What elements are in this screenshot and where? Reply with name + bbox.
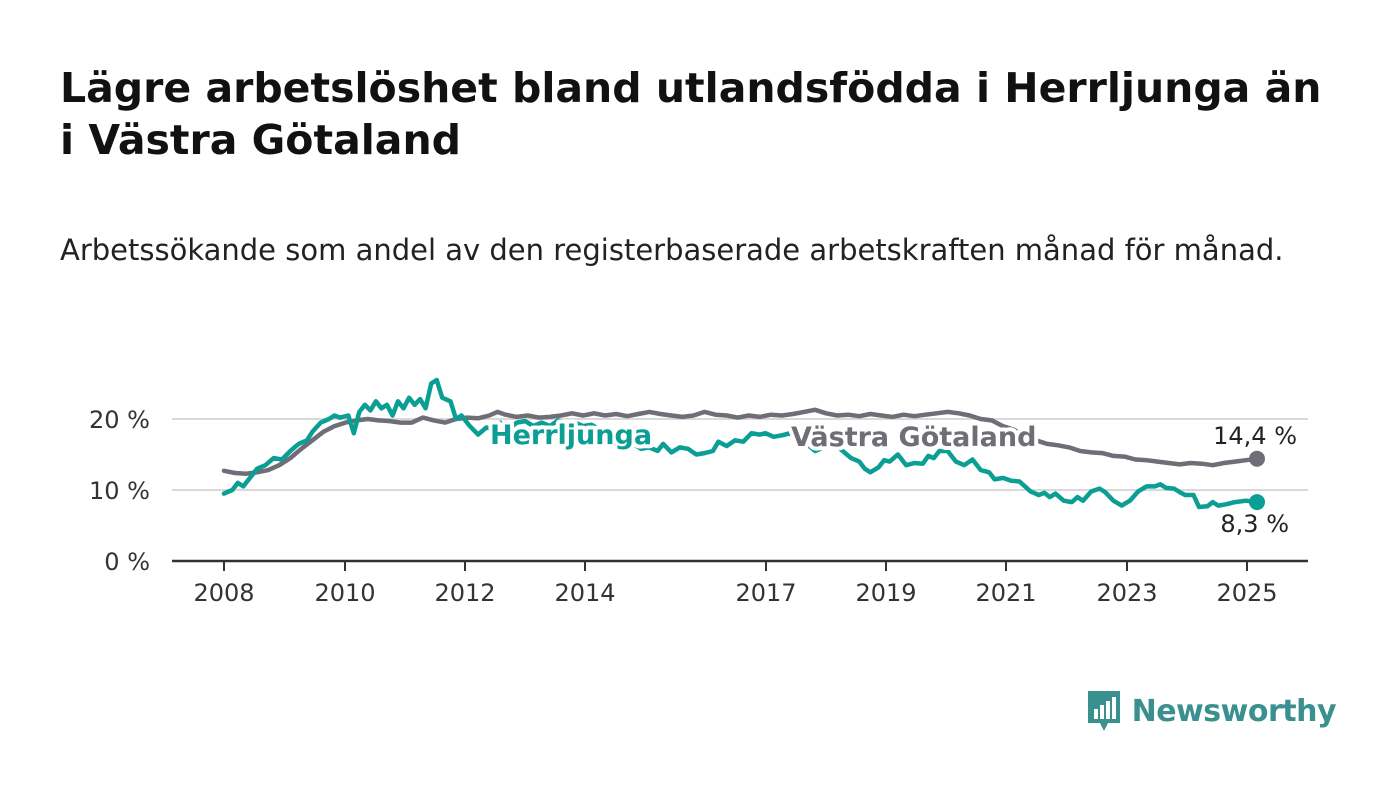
end-label-herrljunga: 8,3 % bbox=[1220, 510, 1289, 538]
series-label-herrljunga-halo: Herrljunga bbox=[490, 420, 652, 451]
x-tick-label: 2025 bbox=[1216, 579, 1277, 607]
series-end-point bbox=[1249, 494, 1265, 511]
x-tick-label: 2021 bbox=[975, 579, 1036, 607]
x-tick-label: 2014 bbox=[554, 579, 615, 607]
chart-title: Lägre arbetslöshet bland utlandsfödda i … bbox=[60, 64, 1322, 164]
newsworthy-logo[interactable]: Newsworthy bbox=[1086, 686, 1337, 736]
y-tick-label: 10 % bbox=[89, 477, 150, 505]
series-line-herrljunga bbox=[221, 377, 1260, 510]
series-label-herrljunga: Herrljunga bbox=[490, 420, 652, 451]
x-tick-label: 2023 bbox=[1096, 579, 1157, 607]
newsworthy-bar-icon bbox=[1087, 691, 1120, 731]
series-label-vastra-gotaland-halo: Västra Götaland bbox=[791, 422, 1036, 453]
x-tick-label: 2012 bbox=[434, 579, 495, 607]
x-tick-label: 2017 bbox=[735, 579, 796, 607]
x-tick-label: 2008 bbox=[193, 579, 254, 607]
chart-subtitle: Arbetssökande som andel av den registerb… bbox=[60, 233, 1284, 267]
series-label-vastra-gotaland: Västra Götaland bbox=[791, 422, 1036, 453]
end-label-vastra-gotaland: 14,4 % bbox=[1213, 422, 1297, 450]
y-tick-label: 0 % bbox=[104, 548, 150, 576]
series-line-vastra-gotaland bbox=[221, 407, 1260, 476]
y-tick-label: 20 % bbox=[89, 406, 150, 434]
series-end-point bbox=[1249, 450, 1265, 467]
x-tick-label: 2019 bbox=[855, 579, 916, 607]
x-tick-label: 2010 bbox=[314, 579, 375, 607]
logo-text: Newsworthy bbox=[1131, 693, 1337, 729]
